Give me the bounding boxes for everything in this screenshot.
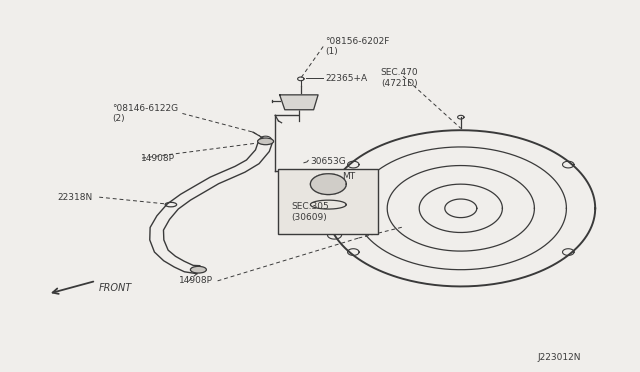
Bar — [278, 169, 378, 234]
Text: 14908P: 14908P — [141, 154, 175, 163]
Text: °08156-6202F
(1): °08156-6202F (1) — [325, 37, 390, 56]
Text: 22365+A: 22365+A — [325, 74, 367, 83]
Ellipse shape — [257, 138, 274, 145]
Polygon shape — [310, 174, 346, 195]
Text: SEC.470
(4721D): SEC.470 (4721D) — [381, 68, 419, 88]
Text: MT: MT — [342, 172, 356, 181]
Text: SEC.305
(30609): SEC.305 (30609) — [291, 202, 329, 222]
Text: 14908P: 14908P — [179, 276, 213, 285]
Text: 22318N: 22318N — [58, 193, 93, 202]
Text: 30653G: 30653G — [310, 157, 346, 166]
Text: °08146-6122G
(2): °08146-6122G (2) — [112, 104, 178, 123]
Text: FRONT: FRONT — [99, 283, 132, 293]
Polygon shape — [280, 95, 318, 110]
Text: J223012N: J223012N — [538, 353, 581, 362]
Ellipse shape — [191, 266, 206, 273]
